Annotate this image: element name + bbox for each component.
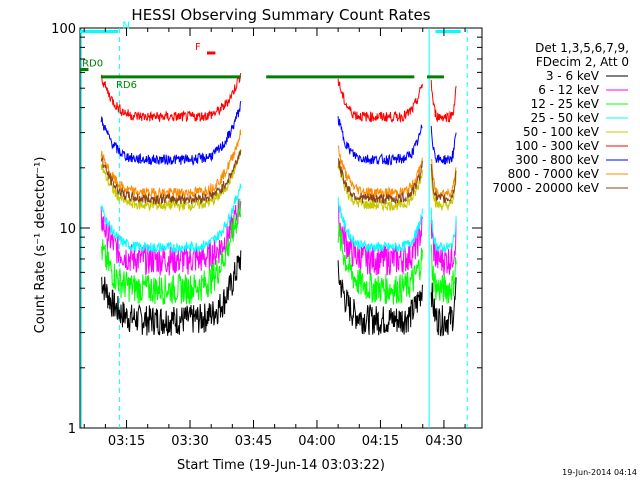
y-tick-label: 1 xyxy=(68,422,76,437)
x-tick-label: 04:15 xyxy=(362,434,399,449)
series-trace xyxy=(100,198,457,305)
series-trace xyxy=(100,72,457,124)
series-path xyxy=(100,150,242,206)
series-path xyxy=(100,72,242,123)
series-path xyxy=(337,157,423,204)
flag-label: N xyxy=(122,21,129,32)
series-trace xyxy=(100,183,457,255)
x-axis-ticks: 03:15 03:30 03:45 04:00 04:15 04:30 xyxy=(83,28,466,449)
x-tick-label: 03:15 xyxy=(108,434,145,449)
series-path xyxy=(430,79,457,123)
footer-date: 19-Jun-2014 04:14 xyxy=(562,468,637,477)
series-path xyxy=(337,223,423,305)
legend-label: 25 - 50 keV xyxy=(531,111,600,125)
series-path xyxy=(430,207,457,254)
series-path xyxy=(430,244,457,304)
series-trace xyxy=(100,150,457,206)
legend-label: 7000 - 20000 keV xyxy=(492,181,599,195)
legend-label: 6 - 12 keV xyxy=(538,83,600,97)
series-path xyxy=(337,116,423,166)
series-path xyxy=(337,78,423,124)
chart-title: HESSI Observing Summary Count Rates xyxy=(131,6,430,24)
flag-label: F xyxy=(195,42,201,53)
y-tick-label: 100 xyxy=(51,22,76,37)
series-path xyxy=(337,197,423,253)
series-path xyxy=(430,163,457,204)
series-path xyxy=(100,129,242,200)
series-path xyxy=(430,125,457,165)
legend-label: 50 - 100 keV xyxy=(523,125,600,139)
x-tick-label: 03:30 xyxy=(171,434,208,449)
series-path xyxy=(100,250,242,336)
legend-label: 12 - 25 keV xyxy=(531,97,600,111)
series-path xyxy=(100,198,242,276)
series-path xyxy=(337,204,423,276)
series-path xyxy=(430,277,457,337)
x-tick-label: 04:30 xyxy=(425,434,462,449)
legend-label: 300 - 800 keV xyxy=(515,153,599,167)
legend-label: 800 - 7000 keV xyxy=(508,167,600,181)
y-tick-label: 10 xyxy=(59,222,76,237)
legend-label: 3 - 6 keV xyxy=(546,69,600,83)
series-trace xyxy=(100,100,457,166)
series-trace xyxy=(100,250,457,337)
y-axis-label: Count Rate (s⁻¹ detector⁻¹) xyxy=(33,157,48,334)
legend-label: 100 - 300 keV xyxy=(515,139,599,153)
plot-area: N F RD0 RD6 xyxy=(79,21,483,429)
y-axis-ticks: 1 10 100 xyxy=(51,22,482,437)
series-path xyxy=(430,158,457,199)
legend-header: Det 1,3,5,6,7,9, xyxy=(535,41,629,55)
x-tick-label: 04:00 xyxy=(298,434,335,449)
x-tick-label: 03:45 xyxy=(235,434,272,449)
flag-label: RD6 xyxy=(116,80,137,91)
legend: Det 1,3,5,6,7,9,FDecim 2, Att 03 - 6 keV… xyxy=(492,41,629,195)
flag-label: RD0 xyxy=(82,59,103,70)
series-path xyxy=(100,100,242,166)
series-path xyxy=(337,145,423,200)
series-trace xyxy=(100,198,457,276)
series-path xyxy=(430,219,457,276)
series-path xyxy=(337,260,423,336)
series-path xyxy=(100,183,242,255)
series-trace xyxy=(100,129,457,200)
series-path xyxy=(100,198,242,305)
legend-header: FDecim 2, Att 0 xyxy=(536,55,629,69)
series-path xyxy=(430,168,457,211)
x-axis-label: Start Time (19-Jun-14 03:03:22) xyxy=(177,458,385,473)
